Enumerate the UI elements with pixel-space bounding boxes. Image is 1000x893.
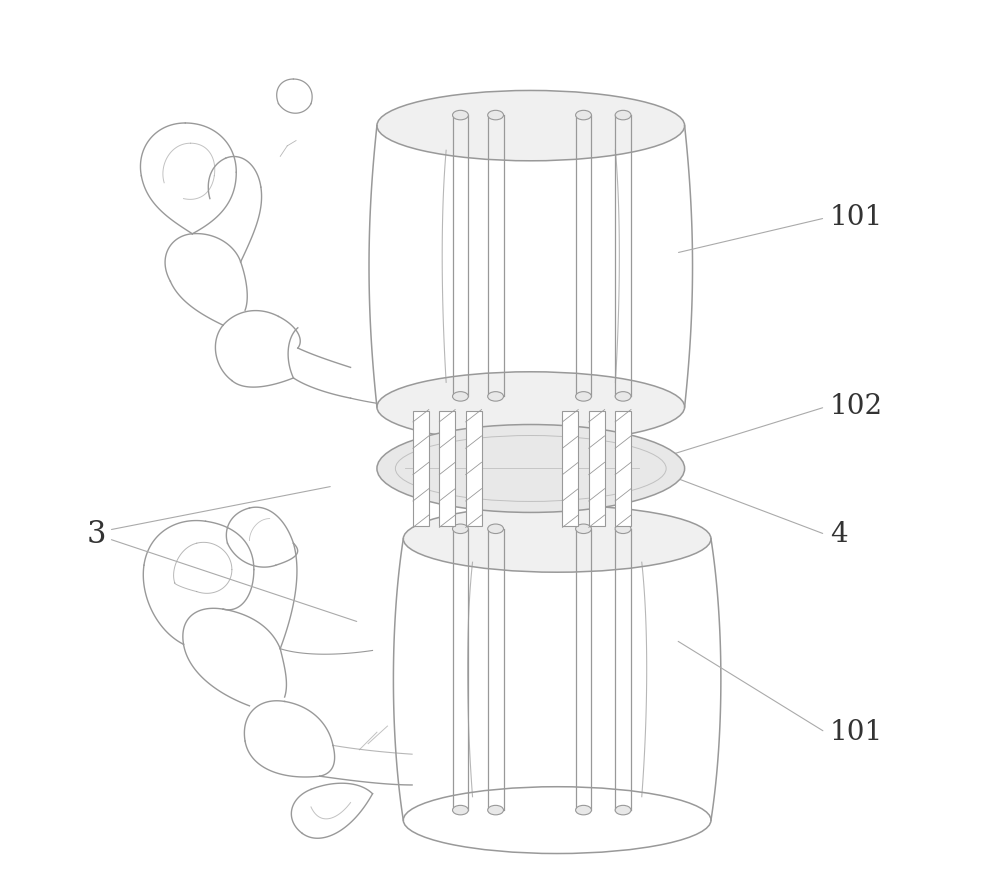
Ellipse shape [488, 524, 504, 533]
Ellipse shape [377, 371, 685, 442]
Ellipse shape [453, 392, 468, 401]
Text: 101: 101 [830, 719, 883, 746]
Ellipse shape [377, 90, 685, 161]
Bar [562, 412, 578, 526]
Ellipse shape [453, 805, 468, 814]
Ellipse shape [615, 111, 631, 120]
Ellipse shape [403, 505, 711, 572]
Text: 101: 101 [830, 204, 883, 231]
Bar [439, 412, 455, 526]
Ellipse shape [615, 392, 631, 401]
Text: 3: 3 [87, 519, 106, 550]
Ellipse shape [377, 424, 685, 513]
Text: 102: 102 [830, 394, 883, 421]
Ellipse shape [576, 805, 591, 814]
Ellipse shape [615, 524, 631, 533]
Ellipse shape [488, 111, 504, 120]
Text: 4: 4 [830, 521, 847, 548]
Ellipse shape [576, 524, 591, 533]
Bar [589, 412, 605, 526]
Ellipse shape [615, 805, 631, 814]
Ellipse shape [453, 111, 468, 120]
Bar [466, 412, 482, 526]
Ellipse shape [576, 111, 591, 120]
Ellipse shape [453, 524, 468, 533]
Bar [615, 412, 631, 526]
Ellipse shape [576, 392, 591, 401]
Ellipse shape [488, 805, 504, 814]
Ellipse shape [488, 392, 504, 401]
Bar [413, 412, 429, 526]
